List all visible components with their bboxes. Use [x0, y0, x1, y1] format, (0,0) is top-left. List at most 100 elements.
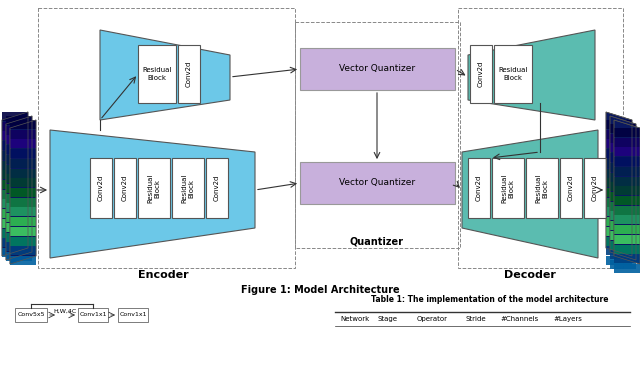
Bar — [6, 213, 32, 222]
Text: Table 1: The implementation of the model architecture: Table 1: The implementation of the model… — [371, 296, 609, 305]
Bar — [610, 231, 636, 240]
Bar — [10, 159, 36, 168]
Bar — [6, 116, 32, 125]
Bar — [2, 209, 28, 218]
Bar — [494, 45, 532, 103]
Bar — [6, 203, 32, 212]
Bar — [10, 149, 36, 158]
Bar — [6, 242, 32, 251]
Bar — [610, 221, 636, 230]
Bar — [138, 45, 176, 103]
Polygon shape — [2, 112, 28, 256]
Bar — [468, 158, 490, 218]
Text: Conv5x5: Conv5x5 — [17, 312, 45, 317]
Bar — [606, 188, 632, 197]
Bar — [526, 158, 558, 218]
Bar — [15, 308, 47, 322]
Bar — [2, 151, 28, 160]
Text: Conv2d: Conv2d — [476, 175, 482, 201]
Bar — [2, 141, 28, 150]
Bar — [6, 126, 32, 135]
Bar — [138, 158, 170, 218]
Bar — [300, 48, 455, 90]
Bar — [2, 122, 28, 131]
Bar — [172, 158, 204, 218]
Bar — [610, 163, 636, 172]
Bar — [6, 155, 32, 164]
Bar — [6, 223, 32, 232]
Text: Stride: Stride — [466, 316, 486, 322]
Bar — [118, 308, 148, 322]
Bar — [10, 227, 36, 236]
Bar — [114, 158, 136, 218]
Bar — [10, 217, 36, 226]
Text: Vector Quantizer: Vector Quantizer — [339, 65, 415, 73]
Text: Conv2d: Conv2d — [568, 175, 574, 201]
Bar — [78, 308, 108, 322]
Bar — [10, 178, 36, 187]
Polygon shape — [6, 116, 32, 260]
Bar — [610, 241, 636, 250]
Bar — [10, 130, 36, 139]
Bar — [614, 157, 640, 166]
Bar — [614, 196, 640, 205]
Bar — [10, 188, 36, 197]
Polygon shape — [462, 130, 598, 258]
Polygon shape — [50, 130, 255, 258]
Bar — [2, 238, 28, 247]
Text: Residual
Block: Residual Block — [502, 173, 515, 203]
Text: Conv2d: Conv2d — [478, 61, 484, 87]
Text: #Channels: #Channels — [501, 316, 539, 322]
Bar — [10, 246, 36, 255]
Text: Vector Quantizer: Vector Quantizer — [339, 179, 415, 188]
Bar — [610, 173, 636, 182]
Bar — [614, 254, 640, 263]
Text: Conv2d: Conv2d — [122, 175, 128, 201]
Bar — [606, 227, 632, 236]
Polygon shape — [614, 120, 640, 264]
Bar — [10, 139, 36, 149]
Bar — [492, 158, 524, 218]
Text: Conv1x1: Conv1x1 — [119, 312, 147, 317]
Bar — [610, 143, 636, 152]
Bar — [2, 199, 28, 208]
Bar — [606, 256, 632, 265]
Bar — [610, 211, 636, 220]
Bar — [610, 250, 636, 259]
Bar — [6, 252, 32, 261]
Bar — [606, 198, 632, 207]
Bar — [610, 202, 636, 211]
Bar — [606, 130, 632, 139]
Polygon shape — [610, 116, 636, 260]
Bar — [90, 158, 112, 218]
Bar — [178, 45, 200, 103]
Bar — [614, 244, 640, 253]
Bar — [10, 168, 36, 177]
Text: #Layers: #Layers — [554, 316, 582, 322]
Bar — [2, 132, 28, 140]
Bar — [10, 208, 36, 217]
Text: H,W,4C: H,W,4C — [53, 308, 77, 314]
Bar — [2, 161, 28, 170]
Text: Conv1x1: Conv1x1 — [79, 312, 107, 317]
Bar — [610, 124, 636, 133]
Bar — [614, 128, 640, 137]
Bar — [2, 229, 28, 238]
Bar — [614, 235, 640, 244]
Bar — [2, 112, 28, 121]
Text: Residual
Block: Residual Block — [142, 68, 172, 80]
Bar — [458, 8, 623, 268]
Text: Conv2d: Conv2d — [214, 175, 220, 201]
Text: Stage: Stage — [378, 316, 398, 322]
Bar — [560, 158, 582, 218]
Bar — [206, 158, 228, 218]
Bar — [606, 208, 632, 217]
Bar — [614, 186, 640, 195]
Bar — [295, 22, 460, 248]
Bar — [606, 178, 632, 187]
Bar — [614, 225, 640, 234]
Text: Residual
Block: Residual Block — [536, 173, 548, 203]
Text: Network: Network — [340, 316, 370, 322]
Bar — [610, 192, 636, 201]
Bar — [614, 215, 640, 224]
